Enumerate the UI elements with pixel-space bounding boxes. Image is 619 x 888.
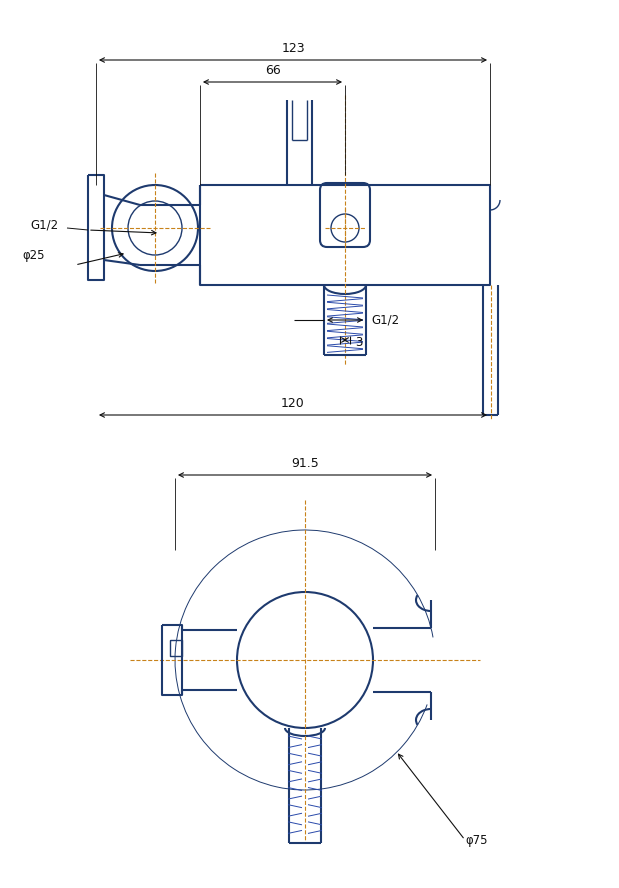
Text: G1/2: G1/2	[30, 218, 58, 232]
Text: 66: 66	[265, 64, 280, 77]
Text: G1/2: G1/2	[371, 313, 399, 327]
Text: φ75: φ75	[465, 834, 488, 846]
Text: 3: 3	[355, 336, 362, 348]
Text: φ25: φ25	[22, 249, 45, 261]
Text: 123: 123	[281, 42, 305, 55]
Text: 120: 120	[281, 397, 305, 410]
Text: 91.5: 91.5	[291, 457, 319, 470]
